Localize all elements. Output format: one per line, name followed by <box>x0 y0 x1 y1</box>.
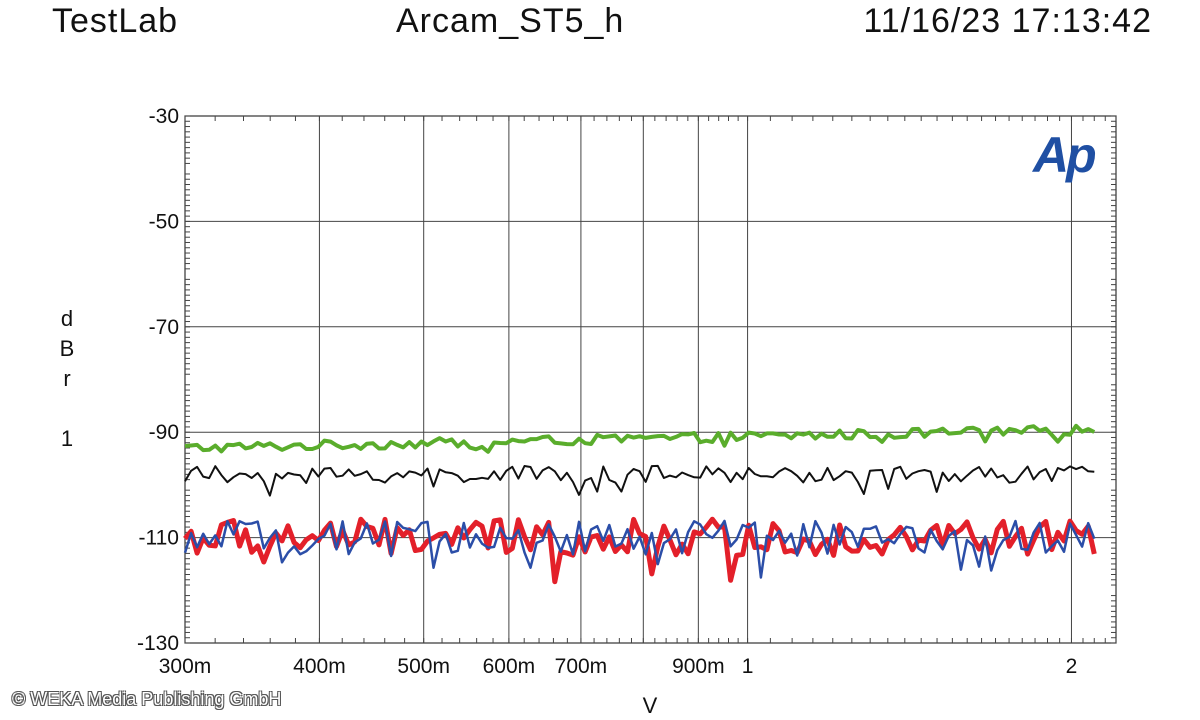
x-tick-label: 2 <box>1066 655 1078 678</box>
y-label-r: r <box>63 366 70 391</box>
minor-ticks <box>184 115 1117 644</box>
y-tick-label: -90 <box>149 421 179 444</box>
x-tick-label: 400m <box>293 655 346 678</box>
copyright-notice: © WEKA Media Publishing GmbH <box>12 689 282 709</box>
series-line-2 <box>184 464 1095 497</box>
series-line-4 <box>183 519 1096 579</box>
x-tick-label: 500m <box>397 655 450 678</box>
series-line-1 <box>184 423 1096 454</box>
y-label-1: 1 <box>61 426 73 451</box>
y-label-d: d <box>61 306 73 331</box>
x-tick-label: 600m <box>483 655 536 678</box>
chart-title: Arcam_ST5_h <box>396 2 625 40</box>
y-tick-label: -70 <box>149 316 179 339</box>
plot-frame <box>184 115 1117 644</box>
y-tick-label: -110 <box>139 527 179 550</box>
lab-name: TestLab <box>52 2 179 40</box>
x-tick-label: 700m <box>555 655 608 678</box>
x-tick-label: 1 <box>742 655 754 678</box>
x-tick-label: 300m <box>159 655 212 678</box>
ap-logo: Ap <box>1031 127 1095 183</box>
y-axis-label: d B r 1 <box>60 306 75 451</box>
x-tick-label: 900m <box>672 655 725 678</box>
y-tick-label: -130 <box>137 632 179 655</box>
timestamp: 11/16/23 17:13:42 <box>863 2 1152 40</box>
series-layer <box>183 423 1097 585</box>
y-tick-label: -30 <box>149 105 179 128</box>
y-label-b: B <box>60 336 75 361</box>
x-axis-label: V <box>643 693 658 718</box>
y-tick-label: -50 <box>149 210 179 233</box>
